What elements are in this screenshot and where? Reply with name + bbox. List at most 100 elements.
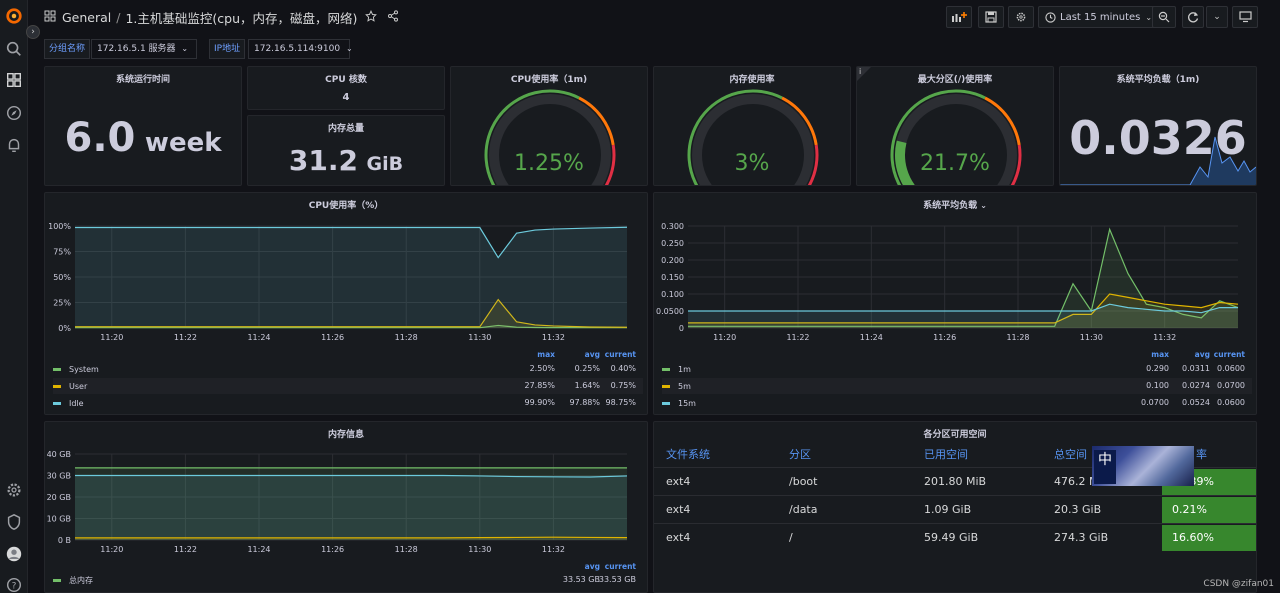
series-area-5m xyxy=(688,294,1238,328)
sidemenu-expand-chevron-icon[interactable]: › xyxy=(26,25,40,39)
clock-icon xyxy=(1045,11,1056,23)
legend-item[interactable]: 1m xyxy=(662,361,1252,377)
column-header-total[interactable]: 总空间 xyxy=(1054,448,1087,461)
column-header-usage[interactable]: 率 xyxy=(1196,448,1207,461)
panel-title: CPU 核数 xyxy=(325,75,367,85)
legend-item[interactable]: User xyxy=(53,378,643,394)
legend-header-current: current xyxy=(604,562,636,571)
y-tick-label: 10 GB xyxy=(47,515,71,524)
panel-title: 系统平均负载 ⌄ xyxy=(654,198,1256,211)
info-icon[interactable]: i xyxy=(857,67,871,81)
share-icon[interactable] xyxy=(387,10,399,25)
y-tick-label: 0.300 xyxy=(661,222,684,231)
y-tick-label: 50% xyxy=(53,273,71,282)
cell-used: 201.80 MiB xyxy=(924,475,987,488)
breadcrumb: General / 1.主机基础监控(cpu，内存，磁盘，网络) xyxy=(44,8,399,27)
help-icon[interactable]: ? xyxy=(5,576,23,593)
dashboard-title[interactable]: 1.主机基础监控(cpu，内存，磁盘，网络) xyxy=(125,11,358,26)
column-header-used[interactable]: 已用空间 xyxy=(924,448,968,461)
search-icon[interactable] xyxy=(5,40,23,58)
dashboards-icon[interactable] xyxy=(5,71,23,89)
y-tick-label: 0% xyxy=(58,324,71,333)
csdn-watermark: CSDN @zifan01 xyxy=(1203,579,1274,589)
panel-mem-total[interactable]: 内存总量 31.2 GiB xyxy=(247,115,445,186)
cell-total: 20.3 GiB xyxy=(1054,503,1102,516)
load-line-chart: 0 0.0500 0.100 0.150 0.200 0.250 0.300 11:20 11:… xyxy=(656,222,1239,342)
legend-swatch xyxy=(662,384,670,388)
legend-swatch xyxy=(53,401,61,405)
dashboard-settings-button[interactable] xyxy=(1008,6,1034,28)
cpu-line-chart: 0% 25% 50% 75% 100% 11:20 11:22 11:24 11:26 11:28… xyxy=(48,222,628,342)
gauge-threshold-red xyxy=(604,144,616,185)
time-picker-button[interactable]: Last 15 minutes ⌄ xyxy=(1038,6,1158,28)
shield-icon[interactable] xyxy=(5,513,23,531)
legend-item[interactable]: 总内存 xyxy=(53,572,643,588)
star-icon[interactable] xyxy=(365,10,378,25)
legend-name: User xyxy=(69,381,88,391)
chevron-down-icon: ⌄ xyxy=(181,44,189,53)
legend-value-max: 0.0700 xyxy=(1141,398,1169,407)
mem-total-unit: GiB xyxy=(366,153,404,175)
legend-item[interactable]: 15m xyxy=(662,395,1252,411)
panel-memory-graph[interactable]: 内存信息 0 B 10 GB 20 GB 30 GB 40 GB 11:20 11:22 11… xyxy=(44,421,648,593)
variable-select-group[interactable]: 172.16.5.1 服务器 ⌄ xyxy=(91,39,197,59)
ime-overlay-image[interactable]: 中 xyxy=(1092,446,1194,486)
legend-swatch xyxy=(662,367,670,371)
legend-item[interactable]: 5m xyxy=(662,378,1252,394)
column-header-mount[interactable]: 分区 xyxy=(789,448,811,461)
series-line-15m xyxy=(688,303,1238,314)
legend-value-current: 0.0700 xyxy=(1217,381,1245,390)
table-row: ext4 / 59.49 GiB 274.3 GiB 16.60% xyxy=(654,523,1256,551)
y-tick-label: 0 B xyxy=(58,536,71,545)
y-tick-label: 0.150 xyxy=(661,273,684,282)
x-tick-label: 11:20 xyxy=(100,333,123,342)
user-avatar[interactable] xyxy=(5,545,23,563)
panel-mem-usage-gauge[interactable]: 内存使用率 3% xyxy=(653,66,851,186)
x-tick-label: 11:26 xyxy=(321,545,344,554)
y-tick-label: 25% xyxy=(53,299,71,308)
explore-compass-icon[interactable] xyxy=(5,104,23,122)
ime-chinese-indicator[interactable]: 中 xyxy=(1094,450,1116,470)
column-header-fs[interactable]: 文件系统 xyxy=(666,448,710,461)
legend-item[interactable]: Idle xyxy=(53,395,643,411)
cell-total: 274.3 GiB xyxy=(1054,531,1109,544)
refresh-button[interactable] xyxy=(1182,6,1204,28)
panel-disk-usage-gauge[interactable]: i 最大分区(/)使用率 21.7% xyxy=(856,66,1054,186)
info-icon-glyph: i xyxy=(859,67,862,76)
variable-select-ip[interactable]: 172.16.5.114:9100 ⌄ xyxy=(248,39,353,59)
alerting-bell-icon[interactable] xyxy=(5,136,23,154)
tv-mode-button[interactable] xyxy=(1232,6,1258,28)
panel-load-avg[interactable]: 系统平均负载（1m) 0.0326 xyxy=(1059,66,1257,186)
add-panel-button[interactable] xyxy=(946,6,972,28)
save-dashboard-button[interactable] xyxy=(978,6,1004,28)
x-tick-label: 11:24 xyxy=(860,333,883,342)
x-tick-label: 11:30 xyxy=(468,333,491,342)
panel-load-graph[interactable]: 系统平均负载 ⌄ 0 0.0500 0.100 0.150 0.200 0.250 0.30… xyxy=(653,192,1257,415)
series-line-可用 xyxy=(75,474,628,478)
legend-value-avg: 0.0524 xyxy=(1182,398,1210,407)
grafana-logo-icon[interactable] xyxy=(5,7,23,25)
panel-cpu-usage-gauge[interactable]: CPU使用率（1m) 1.25% xyxy=(450,66,648,186)
legend-header-current: current xyxy=(604,350,636,359)
panel-uptime[interactable]: 系统运行时间 6.0 week xyxy=(44,66,242,186)
legend-value-current: 33.53 GB xyxy=(598,575,636,584)
settings-gear-icon[interactable] xyxy=(5,481,23,499)
legend-value-current: 0.0600 xyxy=(1217,364,1245,373)
x-tick-label: 11:24 xyxy=(247,545,270,554)
panel-cpu-graph[interactable]: CPU使用率（%） 0% 25% 50% 75% 100% 11:20 11:22 11:24… xyxy=(44,192,648,415)
legend-value-avg: 0.25% xyxy=(574,364,600,373)
legend-swatch xyxy=(53,384,61,388)
chevron-down-icon[interactable]: ⌄ xyxy=(980,201,987,210)
variable-label-ip: IP地址 xyxy=(209,39,246,59)
panel-title: 各分区可用空间 xyxy=(923,430,987,440)
panel-cpu-cores[interactable]: CPU 核数 4 xyxy=(247,66,445,110)
refresh-interval-dropdown[interactable]: ⌄ xyxy=(1206,6,1228,28)
legend-name: 5m xyxy=(678,381,691,391)
zoom-out-button[interactable] xyxy=(1152,6,1176,28)
legend-item[interactable]: System xyxy=(53,361,643,377)
x-tick-label: 11:20 xyxy=(713,333,736,342)
cpu-usage-value: 1.25% xyxy=(514,151,584,176)
breadcrumb-folder[interactable]: General xyxy=(62,10,112,25)
series-area-15m xyxy=(688,304,1238,328)
mem-total-number: 31.2 xyxy=(288,144,358,177)
